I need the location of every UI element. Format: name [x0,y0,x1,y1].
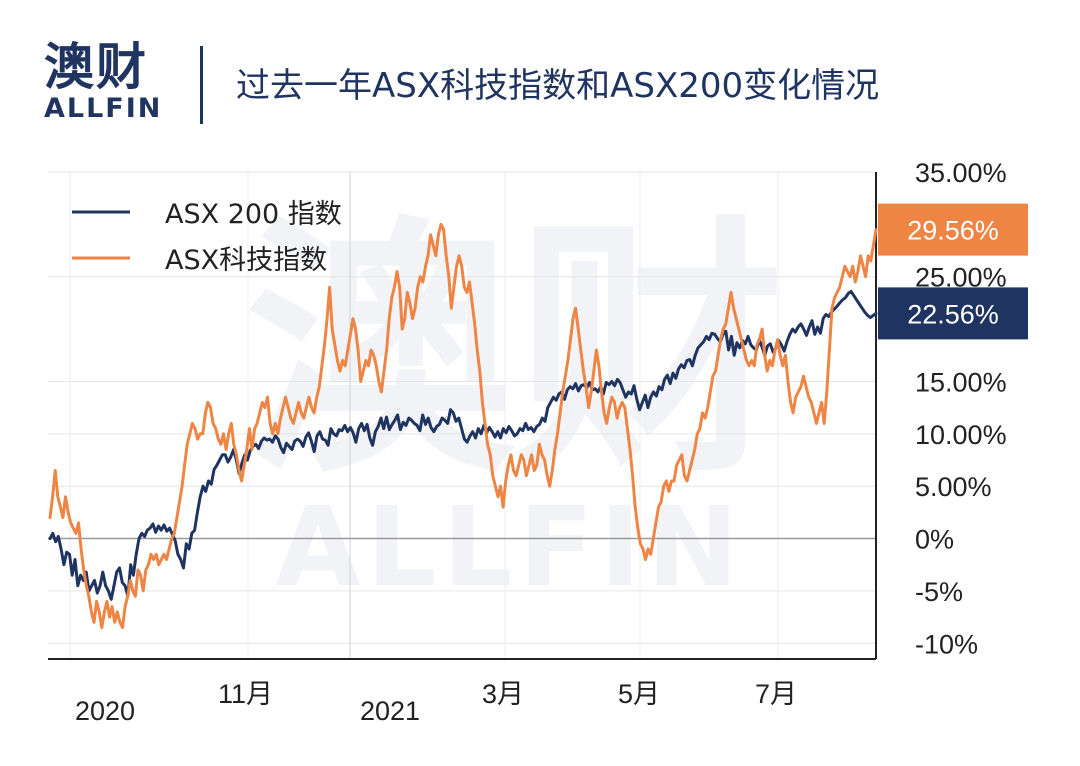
asx200-end-badge [878,287,1028,340]
y-tick-label: 15.00% [915,367,1007,397]
tech-end-badge [878,203,1028,256]
logo-chinese-text: 澳财 [44,38,148,96]
series-tech-line [48,222,878,630]
y-tick-label: 0% [915,525,954,555]
y-tick-label: 5.00% [915,472,992,502]
axes [48,172,877,660]
grid-lines [48,171,876,659]
brand-logo: 澳财 ALLFIN [44,40,164,124]
chart-title: 过去一年ASX科技指数和ASX200变化情况 [236,66,880,106]
legend-label-asx200: ASX 200 指数 [165,199,342,230]
x-tick-label: 5月 [618,679,660,709]
y-tick-label: 10.00% [915,420,1007,450]
legend-label-tech: ASX科技指数 [165,245,327,276]
watermark-chinese: 澳财 [245,194,785,509]
legend: ASX 200 指数 ASX科技指数 [72,199,342,276]
end-value-badges: 29.56% 22.56% [878,203,1028,340]
series-layer [48,222,878,630]
y-tick-label: -5% [915,577,963,607]
tech-end-value: 29.56% [907,216,999,246]
x-tick-label: 11月 [218,679,273,709]
asx200-end-value: 22.56% [907,299,999,329]
y-axis-tick-labels: 35.00%25.00%15.00%10.00%5.00%0%-5%-10% [915,158,1007,659]
y-tick-label: 35.00% [915,158,1007,188]
series-asx200-line [48,289,878,601]
x-tick-label: 2021 [360,696,420,726]
header-divider [200,46,203,124]
x-axis-tick-labels: 2020 11月 2021 3月 5月 7月 [75,679,797,726]
x-tick-label: 7月 [755,679,797,709]
x-tick-label: 2020 [75,696,135,726]
watermark-english: ALLFIN [275,483,744,611]
logo-english-text: ALLFIN [44,93,163,124]
x-tick-label: 3月 [482,679,524,709]
y-tick-label: -10% [915,629,978,659]
